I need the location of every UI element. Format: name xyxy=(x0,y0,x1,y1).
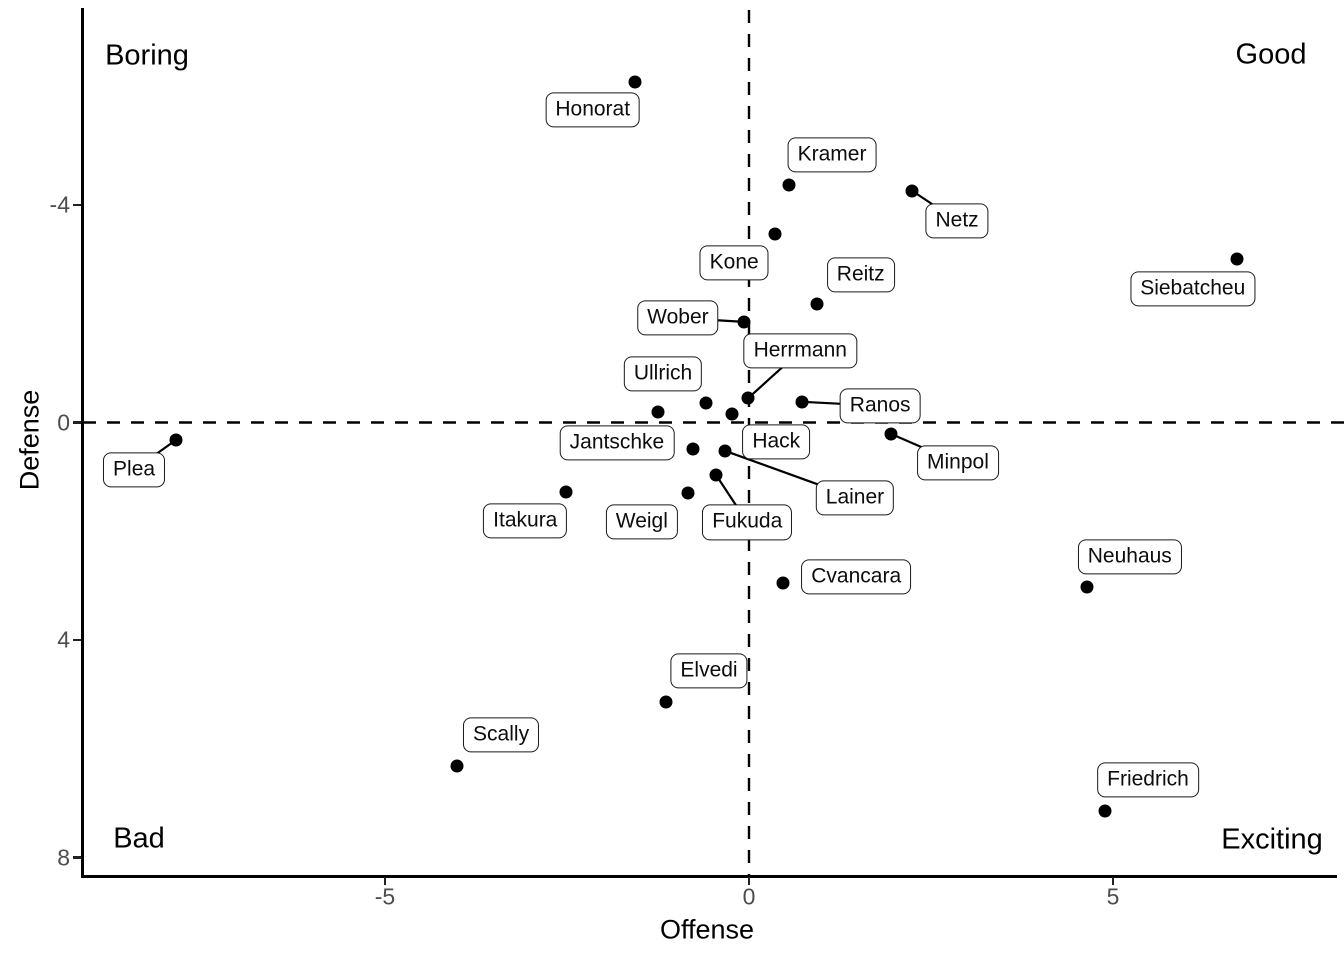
data-point-herrmann xyxy=(741,391,755,405)
point-label-siebatcheu: Siebatcheu xyxy=(1130,271,1256,307)
data-point-cvancara xyxy=(776,576,790,590)
annotation-bottom-right: Exciting xyxy=(1221,823,1323,856)
point-label-ullrich: Ullrich xyxy=(623,356,703,392)
y-axis-title: Defense xyxy=(14,389,45,491)
annotation-top-right: Good xyxy=(1235,38,1307,71)
x-tick-mark xyxy=(747,877,751,885)
data-point-honorat xyxy=(628,75,642,89)
annotation-top-left: Boring xyxy=(105,39,189,72)
data-point-weigl xyxy=(681,486,695,500)
y-tick-label: 8 xyxy=(57,844,70,871)
data-point-elvedi xyxy=(659,695,673,709)
point-label-cvancara: Cvancara xyxy=(801,559,912,595)
y-tick-mark xyxy=(73,856,81,859)
data-point xyxy=(699,396,713,410)
point-label-honorat: Honorat xyxy=(545,92,641,128)
point-label-neuhaus: Neuhaus xyxy=(1077,539,1182,575)
x-axis-title: Offense xyxy=(659,914,755,945)
data-point-itakura xyxy=(559,485,573,499)
data-point-kramer xyxy=(782,178,796,192)
data-point-scally xyxy=(450,759,464,773)
data-point-wober xyxy=(737,315,751,329)
point-label-kramer: Kramer xyxy=(787,137,877,173)
point-label-itakura: Itakura xyxy=(483,503,568,539)
point-label-minpol: Minpol xyxy=(917,445,999,481)
point-label-jantschke: Jantschke xyxy=(559,425,675,461)
y-tick-label: 0 xyxy=(57,409,70,435)
x-tick-label: -5 xyxy=(374,883,396,910)
annotation-bottom-left: Bad xyxy=(113,822,165,855)
data-point-friedrich xyxy=(1098,804,1112,818)
point-label-ranos: Ranos xyxy=(839,388,921,424)
point-label-wober: Wober xyxy=(637,300,719,336)
data-point-reitz xyxy=(810,297,824,311)
point-label-scally: Scally xyxy=(463,717,540,753)
data-point-siebatcheu xyxy=(1230,252,1244,266)
data-point-jantschke xyxy=(686,442,700,456)
point-label-lainer: Lainer xyxy=(815,480,895,516)
y-tick-mark xyxy=(73,638,81,642)
point-label-fukuda: Fukuda xyxy=(702,504,793,540)
x-tick-label: 0 xyxy=(742,883,756,910)
data-point-plea xyxy=(169,433,183,447)
point-label-herrmann: Herrmann xyxy=(743,333,857,369)
x-tick-mark xyxy=(1111,877,1115,885)
y-tick-mark xyxy=(73,203,81,207)
x-tick-mark xyxy=(383,877,387,885)
data-point-netz xyxy=(905,184,919,198)
point-label-friedrich: Friedrich xyxy=(1097,762,1199,798)
data-point-minpol xyxy=(884,427,898,441)
point-label-plea: Plea xyxy=(103,452,166,488)
data-point-kone xyxy=(768,227,782,241)
point-label-kone: Kone xyxy=(699,245,769,281)
y-axis-line xyxy=(81,8,84,877)
point-label-elvedi: Elvedi xyxy=(670,653,748,689)
y-tick-label: -4 xyxy=(49,191,70,218)
point-label-weigl: Weigl xyxy=(605,504,678,540)
data-point-hack xyxy=(725,407,739,421)
point-label-reitz: Reitz xyxy=(826,257,895,293)
x-tick-label: 5 xyxy=(1106,883,1120,910)
data-point-lainer xyxy=(718,444,732,458)
point-label-netz: Netz xyxy=(925,203,989,239)
point-label-hack: Hack xyxy=(742,424,811,460)
data-point-ullrich xyxy=(651,405,665,419)
y-tick-mark xyxy=(73,421,81,424)
y-tick-label: 4 xyxy=(57,626,70,653)
data-point-fukuda xyxy=(709,468,723,482)
data-point-neuhaus xyxy=(1080,580,1094,594)
x-axis-line xyxy=(81,875,1337,878)
data-point-ranos xyxy=(795,395,809,409)
